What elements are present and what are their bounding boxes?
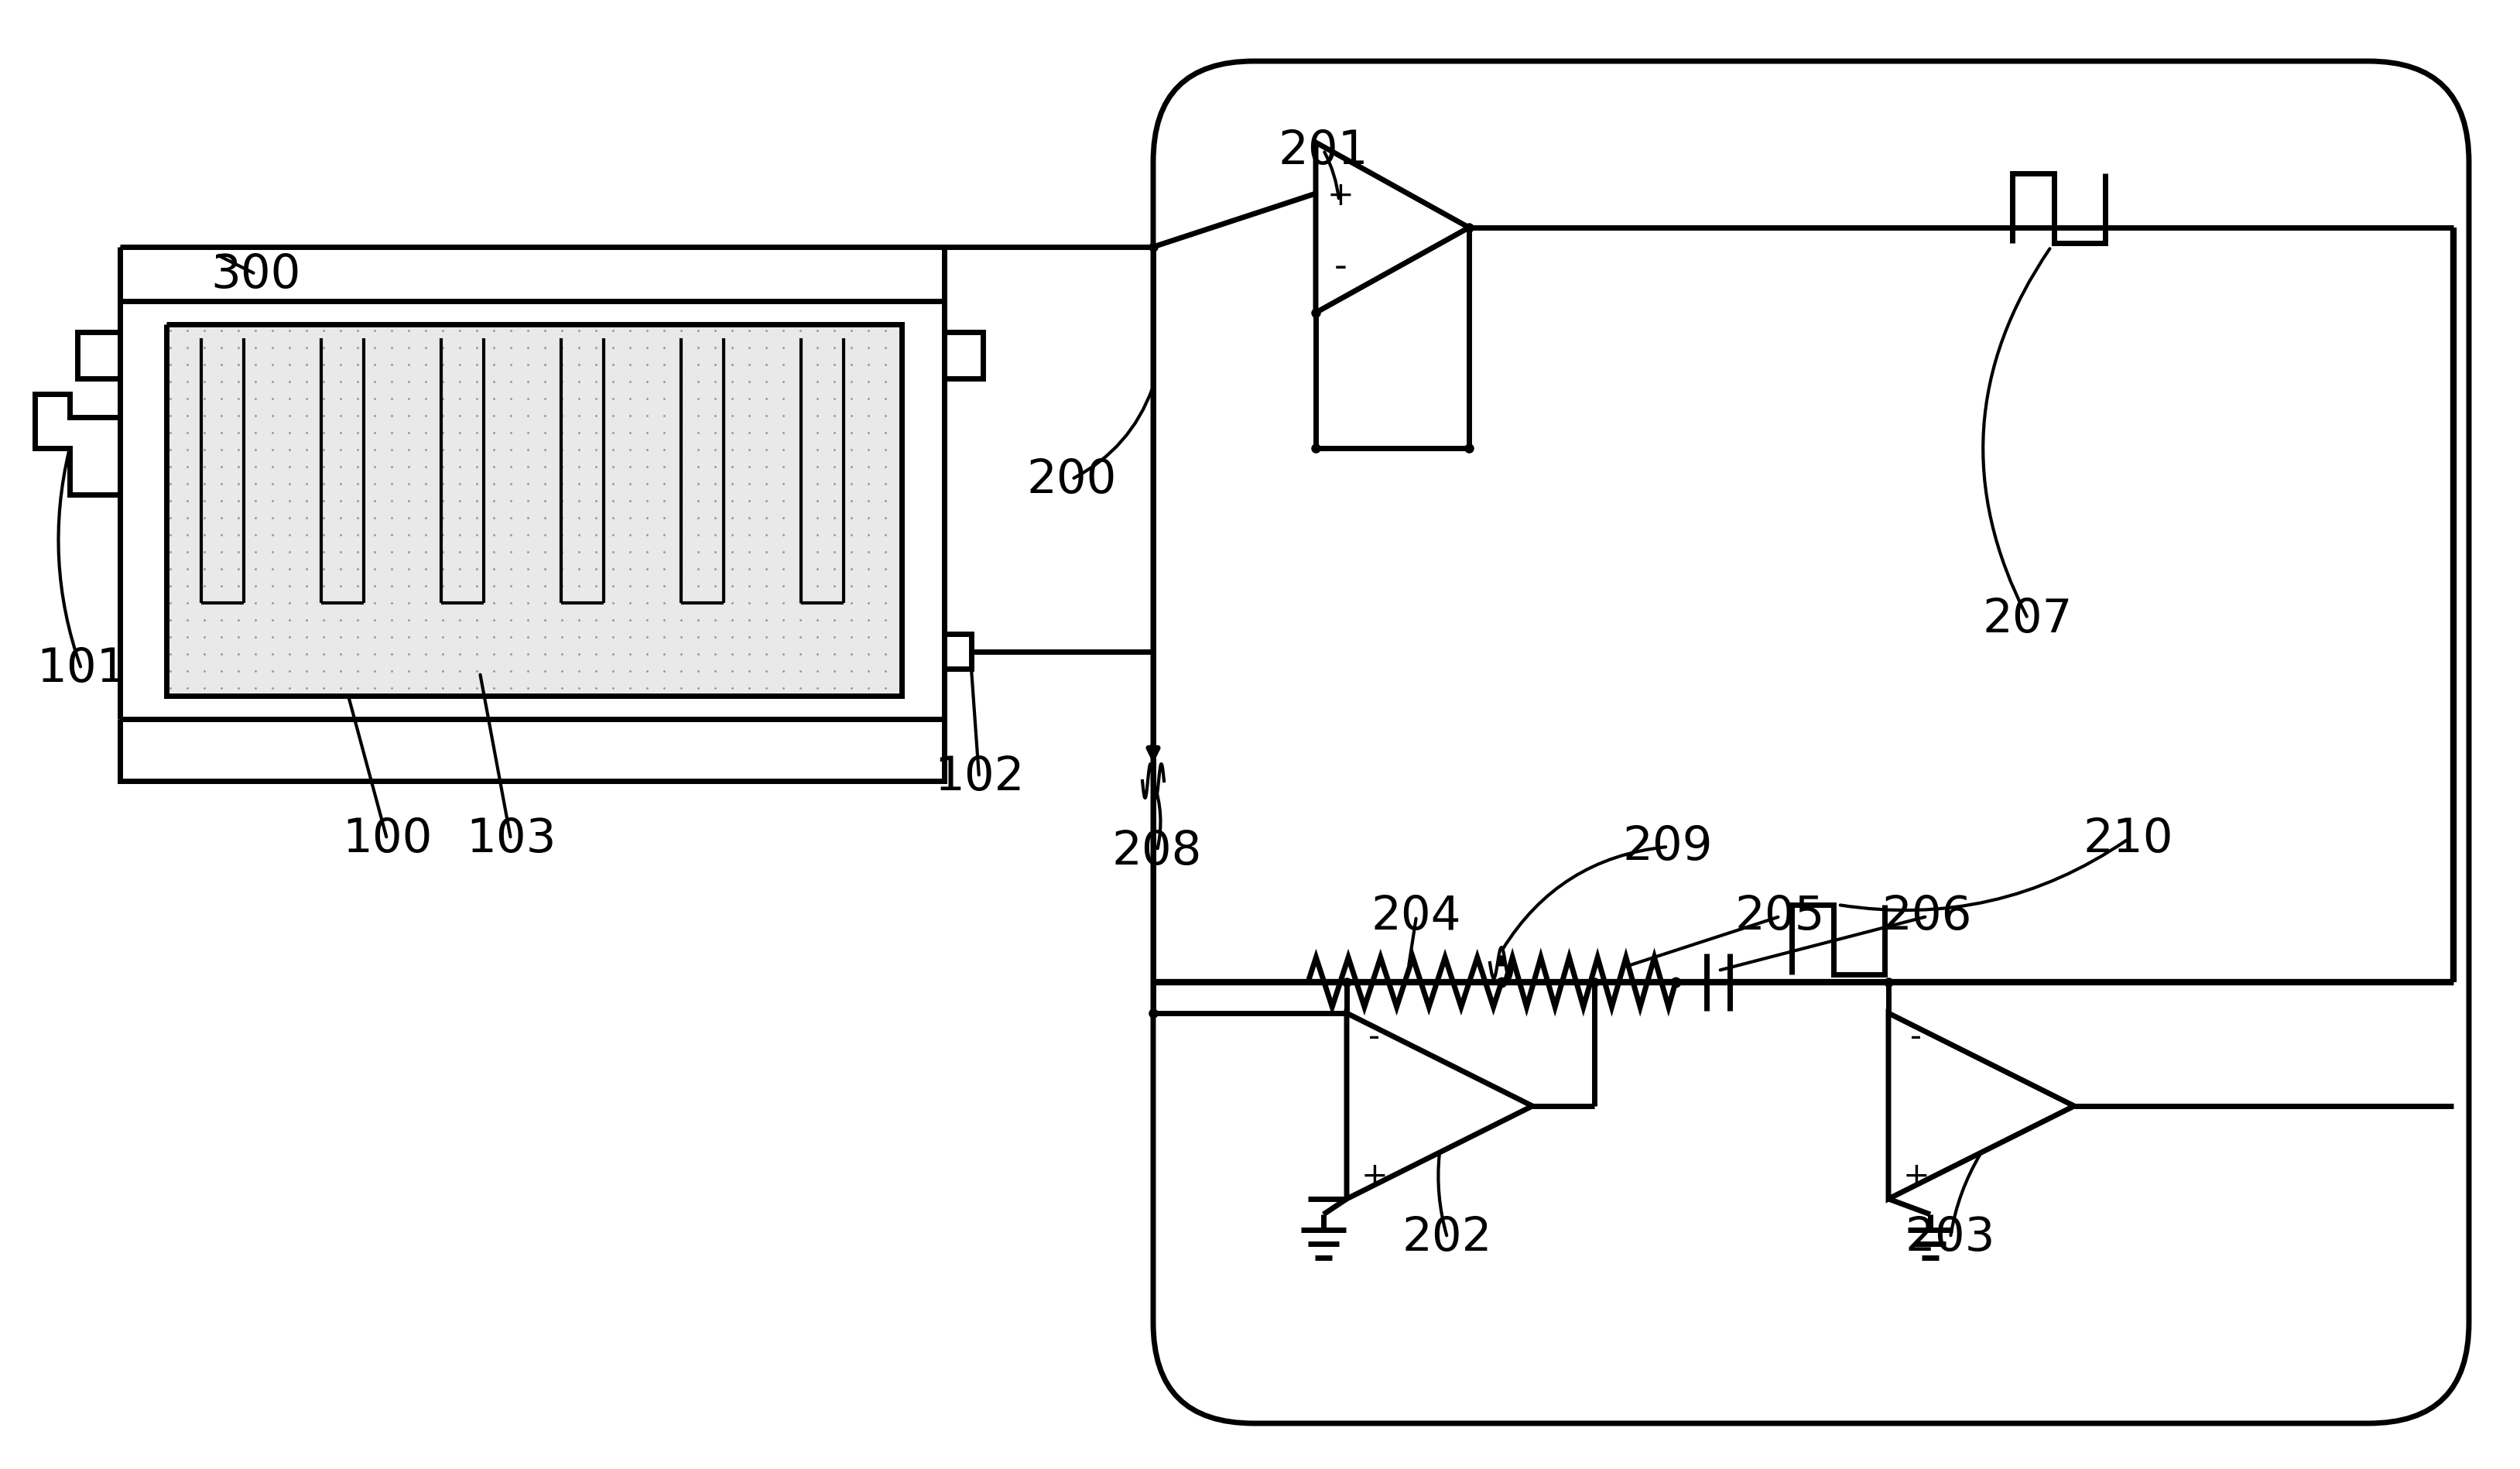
Text: +: +	[1328, 179, 1353, 212]
Text: 205: 205	[1734, 893, 1824, 940]
Text: 204: 204	[1371, 893, 1462, 940]
Text: 208: 208	[1111, 829, 1202, 874]
Text: 101: 101	[35, 646, 126, 692]
Text: 203: 203	[1905, 1215, 1996, 1260]
Text: -: -	[1368, 1021, 1381, 1053]
Text: 201: 201	[1278, 128, 1368, 173]
Polygon shape	[1346, 1014, 1532, 1199]
Text: 100: 100	[343, 817, 431, 862]
Text: 200: 200	[1026, 457, 1116, 502]
Text: +: +	[1361, 1159, 1389, 1191]
Text: -: -	[1910, 1021, 1923, 1053]
Text: 207: 207	[1983, 596, 2074, 642]
Text: 202: 202	[1401, 1215, 1492, 1260]
Text: 300: 300	[209, 251, 300, 297]
Polygon shape	[1315, 142, 1469, 313]
Text: 210: 210	[2084, 817, 2172, 862]
Text: 102: 102	[935, 755, 1023, 801]
Text: +: +	[1903, 1159, 1930, 1191]
Text: 103: 103	[466, 817, 557, 862]
Polygon shape	[1887, 1014, 2074, 1199]
Text: -: -	[1333, 250, 1348, 285]
Text: 206: 206	[1882, 893, 1973, 940]
Text: 209: 209	[1623, 824, 1714, 870]
